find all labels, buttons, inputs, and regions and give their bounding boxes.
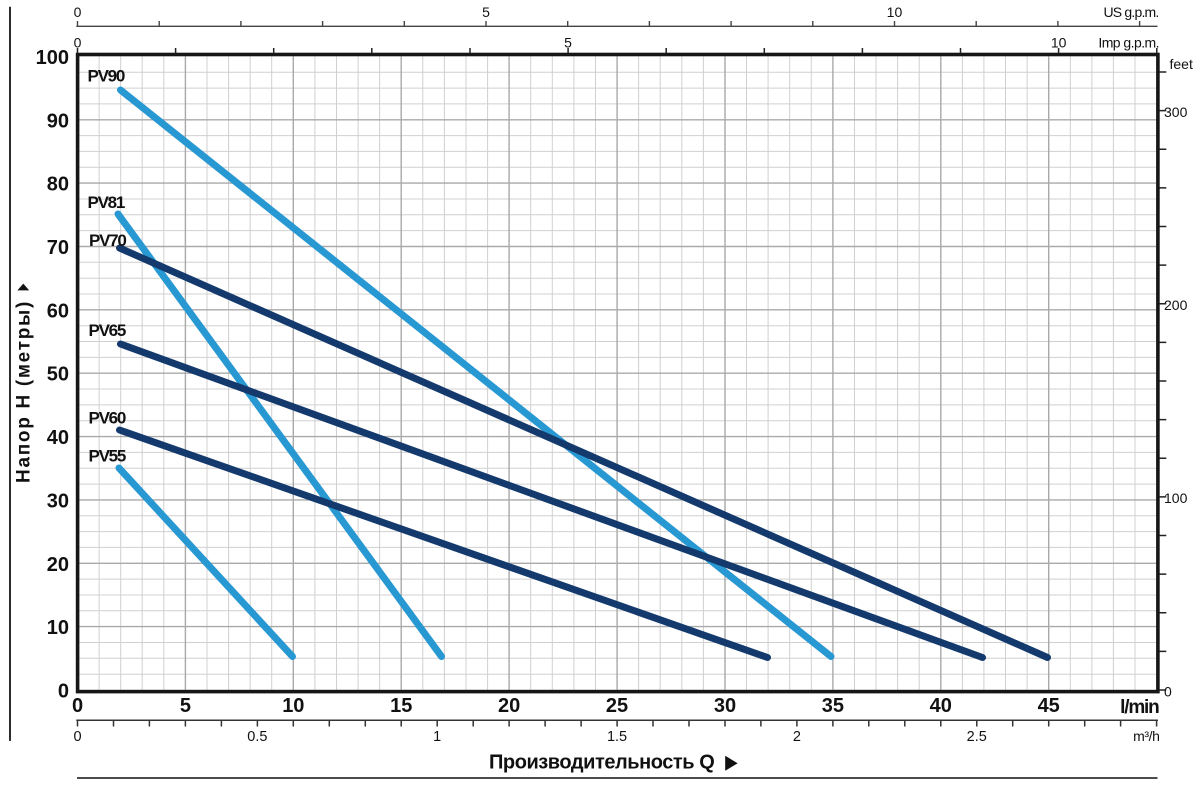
svg-text:l/min: l/min [1120, 697, 1159, 718]
svg-text:PV81: PV81 [88, 193, 125, 212]
svg-text:35: 35 [822, 695, 844, 717]
svg-text:0: 0 [58, 681, 69, 703]
svg-text:20: 20 [498, 695, 520, 717]
svg-text:PV60: PV60 [89, 408, 126, 427]
svg-text:US g.p.m.: US g.p.m. [1103, 4, 1158, 20]
svg-text:40: 40 [47, 427, 69, 449]
svg-text:20: 20 [47, 554, 69, 576]
svg-text:5: 5 [180, 695, 191, 717]
svg-text:200: 200 [1164, 297, 1188, 313]
svg-text:90: 90 [47, 110, 69, 132]
svg-text:60: 60 [47, 300, 69, 322]
svg-text:0: 0 [74, 4, 82, 20]
svg-text:15: 15 [390, 695, 412, 717]
svg-text:PV65: PV65 [89, 321, 126, 340]
svg-text:300: 300 [1164, 104, 1188, 120]
svg-text:0: 0 [73, 729, 81, 745]
svg-text:5: 5 [482, 4, 490, 20]
svg-text:45: 45 [1038, 695, 1060, 717]
svg-text:0.5: 0.5 [247, 729, 267, 745]
svg-text:40: 40 [930, 695, 952, 717]
svg-text:PV70: PV70 [89, 231, 126, 250]
svg-text:PV90: PV90 [88, 66, 125, 85]
svg-text:10: 10 [47, 617, 69, 639]
svg-text:80: 80 [47, 174, 69, 196]
svg-text:70: 70 [47, 237, 69, 259]
svg-text:1: 1 [433, 729, 441, 745]
svg-text:10: 10 [1051, 35, 1067, 51]
svg-text:10: 10 [282, 695, 304, 717]
svg-text:Imp g.p.m.: Imp g.p.m. [1098, 35, 1159, 51]
svg-text:feet: feet [1170, 56, 1193, 72]
svg-text:10: 10 [887, 4, 903, 20]
svg-text:30: 30 [714, 695, 736, 717]
svg-text:5: 5 [564, 35, 572, 51]
svg-text:Производительность Q: Производительность Q [489, 752, 714, 774]
svg-text:30: 30 [47, 490, 69, 512]
svg-text:50: 50 [47, 364, 69, 386]
svg-text:PV55: PV55 [89, 446, 126, 465]
svg-text:100: 100 [1164, 490, 1188, 506]
svg-text:2: 2 [793, 729, 801, 745]
svg-text:1.5: 1.5 [607, 729, 627, 745]
svg-text:100: 100 [36, 47, 69, 69]
svg-text:25: 25 [606, 695, 628, 717]
svg-text:Напор H (метры): Напор H (метры) [14, 300, 35, 483]
svg-text:0: 0 [1164, 683, 1172, 699]
svg-text:2.5: 2.5 [967, 729, 987, 745]
svg-text:m³/h: m³/h [1133, 728, 1159, 744]
svg-text:0: 0 [72, 695, 83, 717]
svg-text:0: 0 [74, 35, 82, 51]
